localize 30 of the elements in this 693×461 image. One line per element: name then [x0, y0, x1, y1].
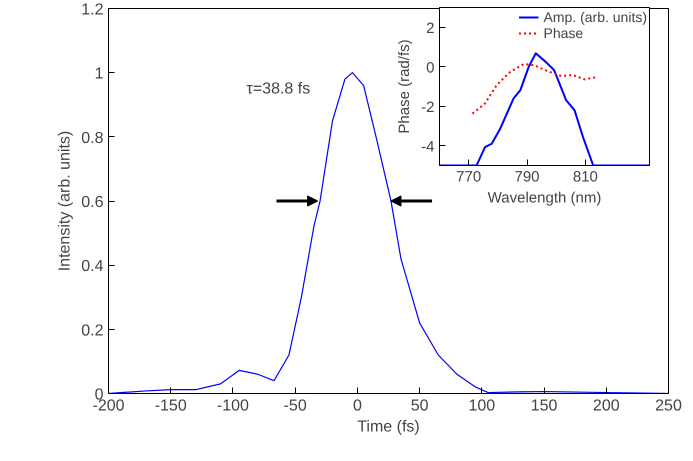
legend-label: Phase — [544, 25, 584, 41]
x-tick-label: 50 — [410, 398, 429, 414]
y-tick-label: 0 — [426, 59, 434, 76]
y-tick-label: 0.4 — [81, 258, 104, 276]
x-tick-label: 150 — [530, 398, 558, 414]
y-tick-label: 0.8 — [81, 130, 104, 147]
x-tick-label: 770 — [456, 168, 482, 186]
x-tick-label: 250 — [655, 398, 682, 414]
legend-label: Amp. (arb. units) — [544, 9, 647, 25]
y-tick-label: 0.6 — [81, 194, 104, 211]
y-tick-label: 2 — [426, 20, 434, 37]
y-axis-title: Intensity (arb. units) — [56, 130, 74, 272]
x-tick-label: -150 — [154, 398, 187, 414]
x-axis-title: Wavelength (nm) — [488, 190, 602, 206]
y-tick-label: 0.2 — [81, 322, 104, 340]
x-tick-label: -50 — [284, 398, 307, 414]
x-tick-label: 0 — [352, 398, 362, 414]
x-tick-label: 810 — [572, 168, 598, 186]
annotation: τ=38.8 fs — [246, 80, 310, 98]
x-tick-label: -100 — [216, 398, 250, 414]
line-series — [440, 52, 650, 166]
y-tick-label: -2 — [421, 98, 435, 116]
x-tick-label: 200 — [592, 398, 620, 414]
y-tick-label: 1 — [94, 66, 104, 83]
x-axis-title: Time (fs) — [357, 418, 420, 436]
x-tick-label: 790 — [514, 168, 540, 186]
y-tick-label: 1.2 — [81, 2, 104, 18]
y-axis-title: Phase (rad/fs) — [396, 39, 414, 134]
y-tick-label: -4 — [421, 138, 435, 156]
x-tick-label: 100 — [468, 398, 496, 414]
